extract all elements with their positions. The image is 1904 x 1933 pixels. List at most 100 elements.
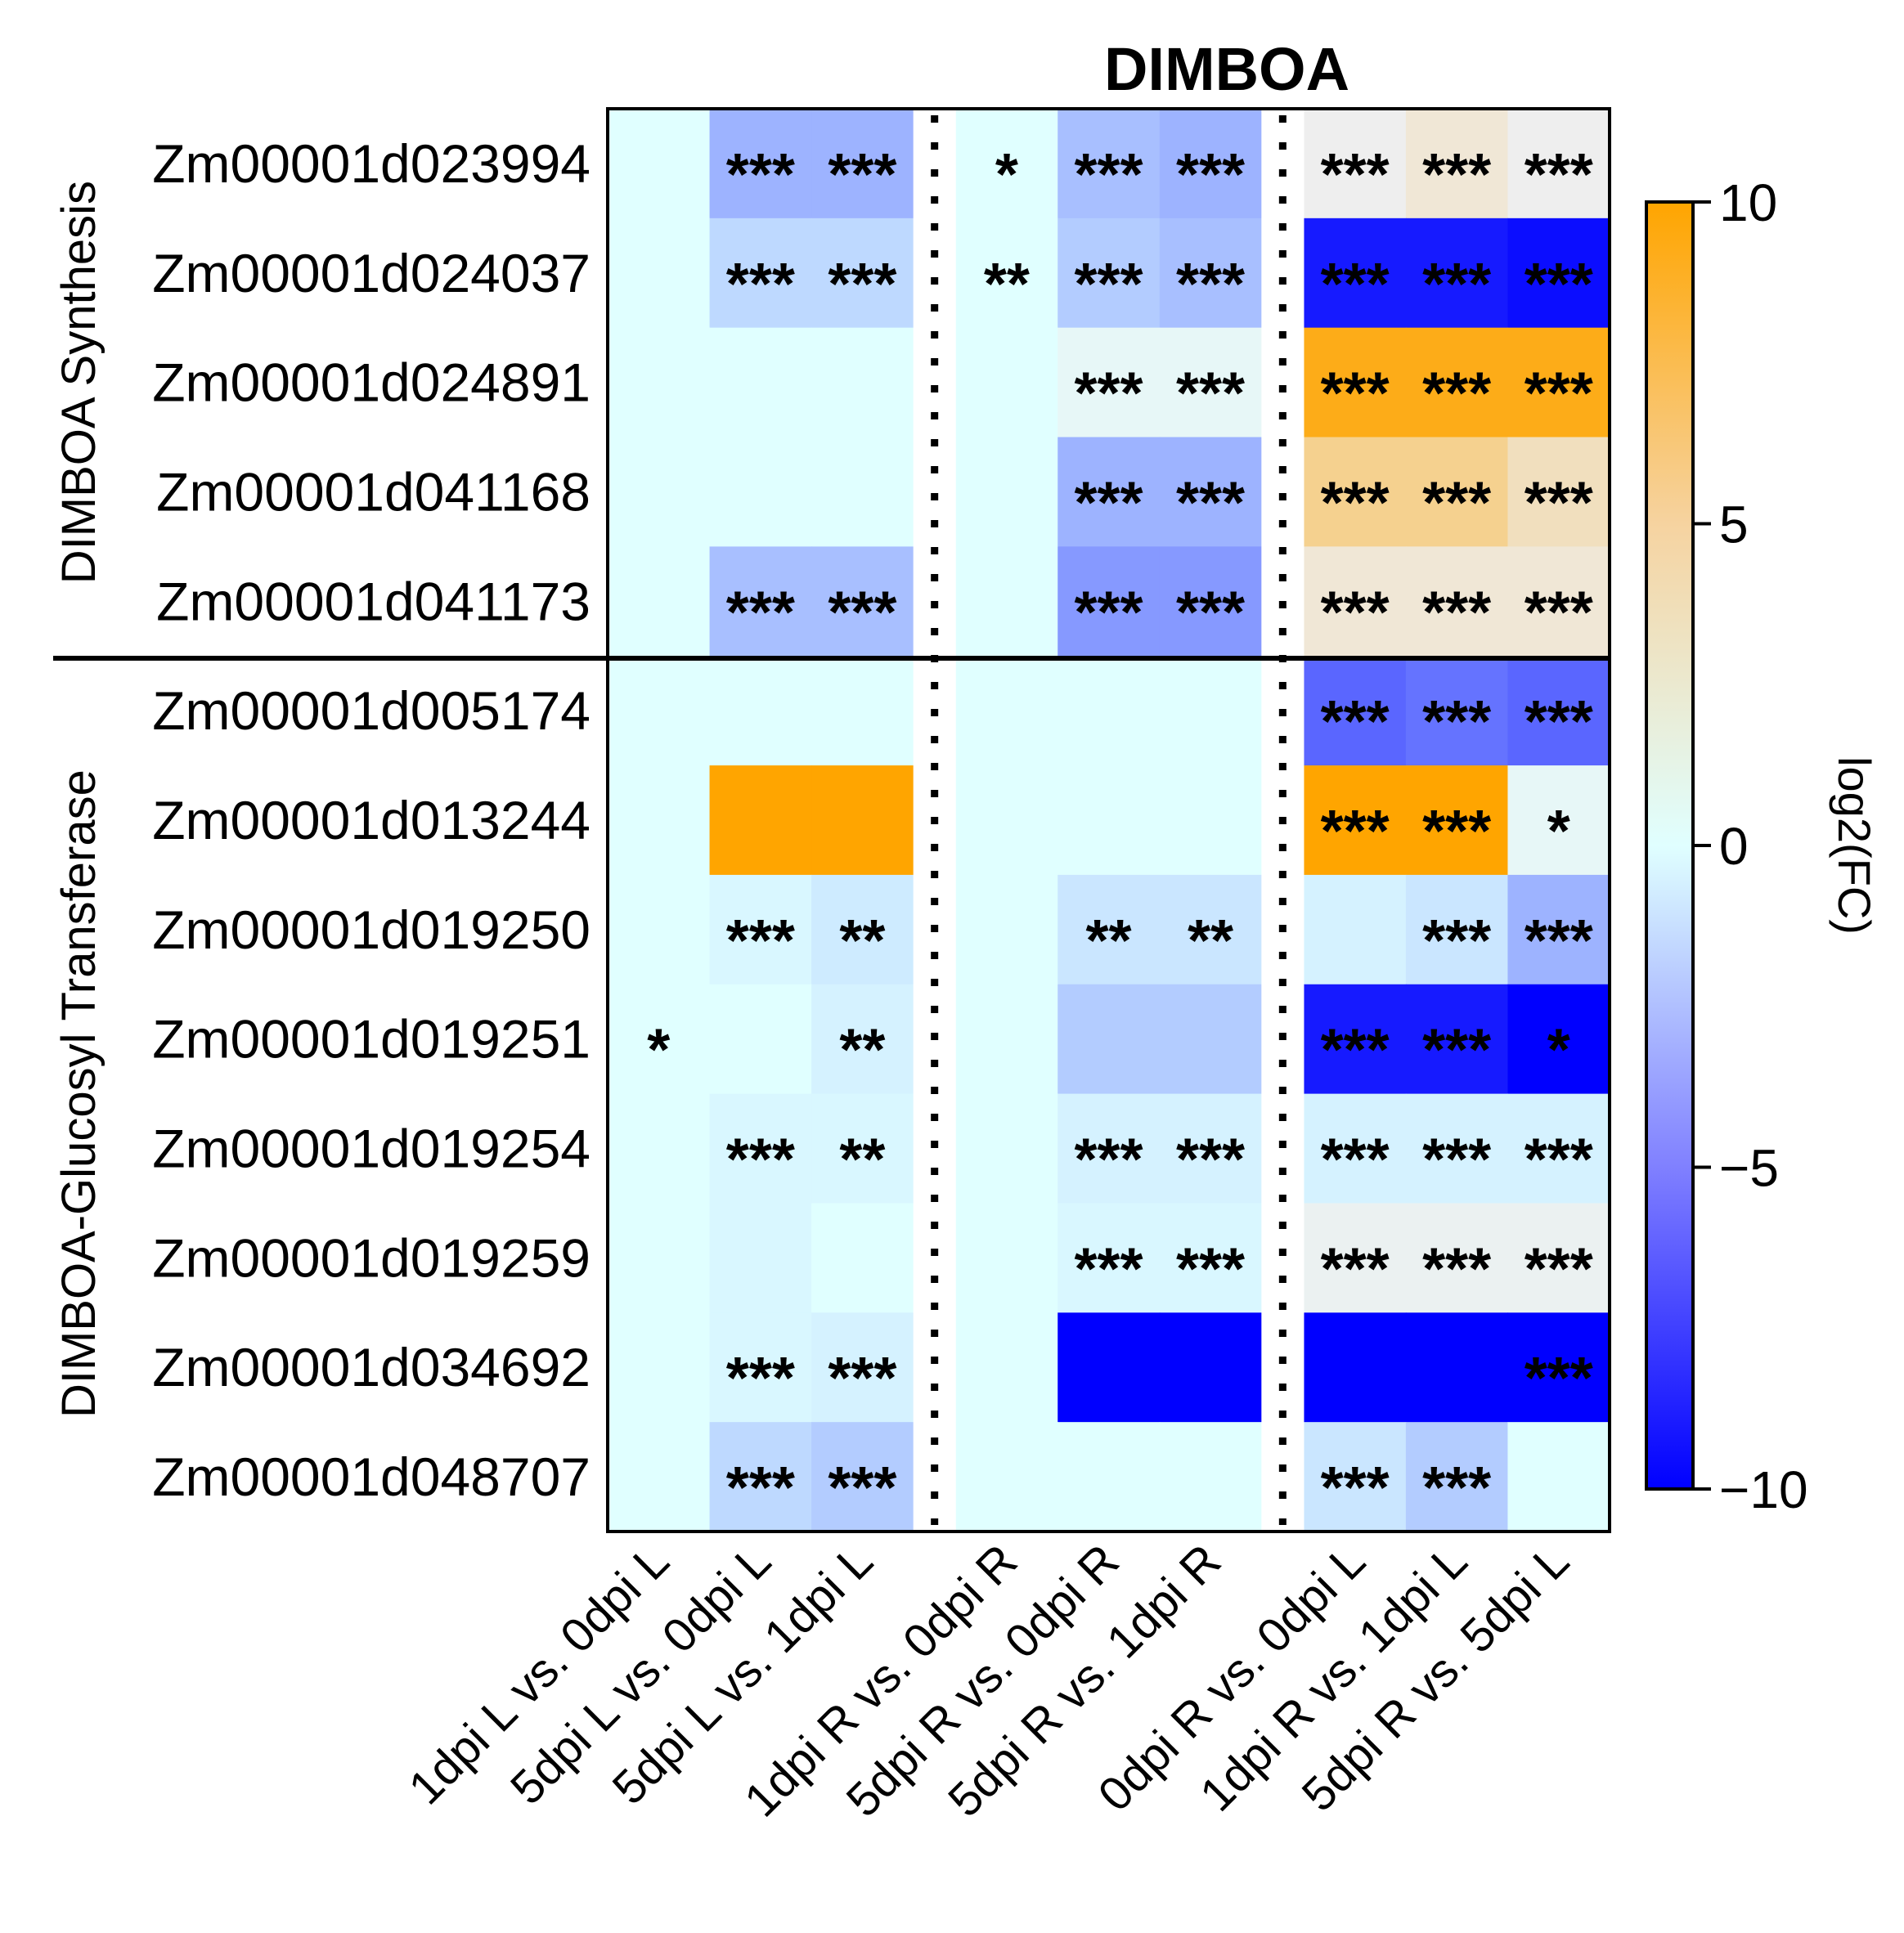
heatmap-cell xyxy=(1058,1093,1161,1204)
heatmap-cell xyxy=(811,546,914,657)
significance-mark: *** xyxy=(1321,1236,1390,1302)
significance-mark: *** xyxy=(1422,252,1491,317)
significance-mark: *** xyxy=(1176,252,1245,317)
significance-mark: *** xyxy=(1176,1236,1245,1302)
heatmap-cell xyxy=(608,546,711,657)
row-label: Zm00001d041168 xyxy=(156,461,591,522)
colorbar-tick-label: 0 xyxy=(1719,817,1749,876)
significance-mark: *** xyxy=(726,908,795,974)
heatmap-cell xyxy=(1507,327,1610,438)
colorbar-tick-label: 10 xyxy=(1719,173,1777,232)
heatmap-cell xyxy=(608,984,711,1095)
heatmap-cell xyxy=(811,656,914,766)
column-gap-separators xyxy=(913,109,1305,1532)
heatmap-cells xyxy=(608,109,1610,1532)
significance-mark: *** xyxy=(1176,470,1245,536)
heatmap-cell xyxy=(1159,437,1262,547)
heatmap-cell xyxy=(955,1422,1058,1532)
significance-mark: *** xyxy=(1176,142,1245,208)
significance-mark: * xyxy=(647,1018,670,1083)
heatmap-cell xyxy=(1159,874,1262,985)
significance-mark: ** xyxy=(1188,908,1233,974)
significance-mark: *** xyxy=(828,1455,896,1521)
heatmap-cell xyxy=(1159,1312,1262,1423)
significance-mark: ** xyxy=(839,1128,885,1193)
significance-mark: *** xyxy=(1321,689,1390,755)
heatmap-cell xyxy=(1159,218,1262,329)
heatmap-cell xyxy=(811,765,914,876)
heatmap-cell xyxy=(955,327,1058,438)
row-label: Zm00001d023994 xyxy=(152,133,591,194)
significance-mark: *** xyxy=(1422,1128,1491,1193)
significance-mark: ** xyxy=(839,1018,885,1083)
significance-mark: *** xyxy=(1422,580,1491,645)
heatmap-cell xyxy=(1058,656,1161,766)
heatmap-cell xyxy=(1405,1203,1509,1313)
significance-mark: *** xyxy=(1176,361,1245,427)
significance-mark: *** xyxy=(1074,470,1143,536)
significance-mark: *** xyxy=(1525,1346,1593,1411)
significance-mark: *** xyxy=(726,252,795,317)
colorbar-tick-label: 5 xyxy=(1719,496,1749,554)
significance-mark: *** xyxy=(1074,252,1143,317)
heatmap-cell xyxy=(1405,437,1509,547)
significance-stars: *** *** * *** *** *** *** ****** *** ** *** *** *** *… xyxy=(647,142,1592,1521)
heatmap-cell xyxy=(1507,984,1610,1095)
heatmap-cell xyxy=(1304,765,1407,876)
heatmap-cell xyxy=(1304,327,1407,438)
row-labels: Zm00001d023994 Zm00001d024037 Zm00001d0248… xyxy=(152,133,591,1507)
significance-mark: ** xyxy=(984,252,1030,317)
heatmap-cell xyxy=(1405,1093,1509,1204)
significance-mark: *** xyxy=(726,580,795,645)
significance-mark: *** xyxy=(828,252,896,317)
row-label: Zm00001d019254 xyxy=(152,1119,591,1179)
heatmap-cell xyxy=(608,1312,711,1423)
heatmap-cell xyxy=(955,765,1058,876)
heatmap-cell xyxy=(1507,437,1610,547)
significance-mark: *** xyxy=(1525,252,1593,317)
heatmap-cell xyxy=(1159,1093,1262,1204)
heatmap-cell xyxy=(709,874,812,985)
heatmap-cell xyxy=(811,1093,914,1204)
significance-mark: *** xyxy=(1525,1128,1593,1193)
colorbar xyxy=(1645,200,1695,1491)
heatmap-cell xyxy=(1058,984,1161,1095)
heatmap-cell xyxy=(955,1203,1058,1313)
significance-mark: *** xyxy=(1074,1236,1143,1302)
chart-title: DIMBOA xyxy=(1104,35,1349,103)
colorbar-tick-label: −10 xyxy=(1719,1460,1808,1519)
heatmap-cell xyxy=(1507,1422,1610,1532)
significance-mark: *** xyxy=(1074,361,1143,427)
heatmap-cell xyxy=(955,1312,1058,1423)
significance-mark: *** xyxy=(726,1455,795,1521)
significance-mark: *** xyxy=(1321,252,1390,317)
heatmap-cell xyxy=(709,437,812,547)
row-label: Zm00001d048707 xyxy=(152,1446,591,1507)
heatmap-cell xyxy=(811,218,914,329)
heatmap-cell xyxy=(1058,1203,1161,1313)
significance-mark: *** xyxy=(1422,1018,1491,1083)
significance-mark: *** xyxy=(1525,580,1593,645)
heatmap-cell xyxy=(709,546,812,657)
heatmap-cell xyxy=(1507,1093,1610,1204)
heatmap-cell xyxy=(608,1422,711,1532)
significance-mark: *** xyxy=(1422,361,1491,427)
heatmap-cell xyxy=(1507,874,1610,985)
significance-mark: *** xyxy=(828,142,896,208)
significance-mark: *** xyxy=(828,1346,896,1411)
heatmap-cell xyxy=(1304,109,1407,219)
heatmap-cell xyxy=(1159,327,1262,438)
heatmap-cell xyxy=(1058,765,1161,876)
heatmap-border xyxy=(606,107,1611,1533)
significance-mark: *** xyxy=(1321,799,1390,864)
heatmap-cell xyxy=(955,109,1058,219)
significance-mark: *** xyxy=(726,1346,795,1411)
significance-mark: *** xyxy=(1525,1236,1593,1302)
group-label: DIMBOA-Glucosyl Transferase xyxy=(52,769,106,1418)
significance-mark: *** xyxy=(1525,908,1593,974)
significance-mark: *** xyxy=(1321,1018,1390,1083)
heatmap-cell xyxy=(955,874,1058,985)
significance-mark: *** xyxy=(1422,908,1491,974)
